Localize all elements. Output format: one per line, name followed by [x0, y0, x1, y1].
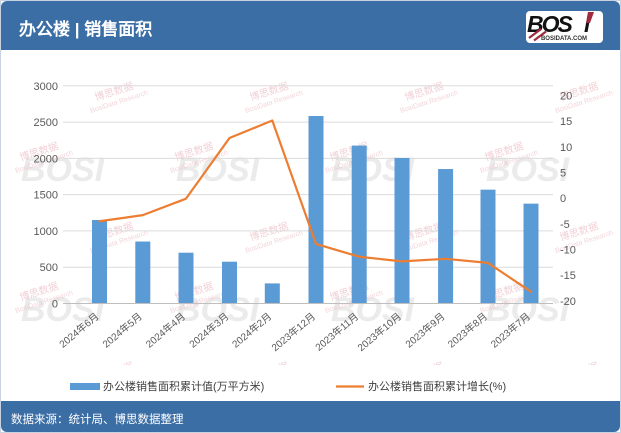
svg-text:10: 10 [560, 142, 572, 154]
svg-text:0: 0 [52, 299, 58, 311]
svg-text:500: 500 [40, 262, 58, 274]
svg-text:-5: -5 [560, 219, 570, 231]
svg-text:1000: 1000 [34, 226, 58, 238]
svg-text:2000: 2000 [34, 153, 58, 165]
svg-text:15: 15 [560, 116, 572, 128]
svg-text:20: 20 [560, 90, 572, 102]
svg-text:-15: -15 [560, 270, 576, 282]
svg-text:办公楼销售面积累计值(万平方米): 办公楼销售面积累计值(万平方米) [103, 379, 264, 393]
svg-text:-20: -20 [560, 296, 576, 308]
svg-text:1500: 1500 [34, 190, 58, 202]
svg-text:5: 5 [560, 167, 566, 179]
svg-text:0: 0 [560, 193, 566, 205]
svg-text:3000: 3000 [34, 81, 58, 93]
svg-text:-10: -10 [560, 245, 576, 257]
svg-text:2500: 2500 [34, 117, 58, 129]
svg-text:办公楼销售面积累计增长(%): 办公楼销售面积累计增长(%) [368, 379, 506, 393]
